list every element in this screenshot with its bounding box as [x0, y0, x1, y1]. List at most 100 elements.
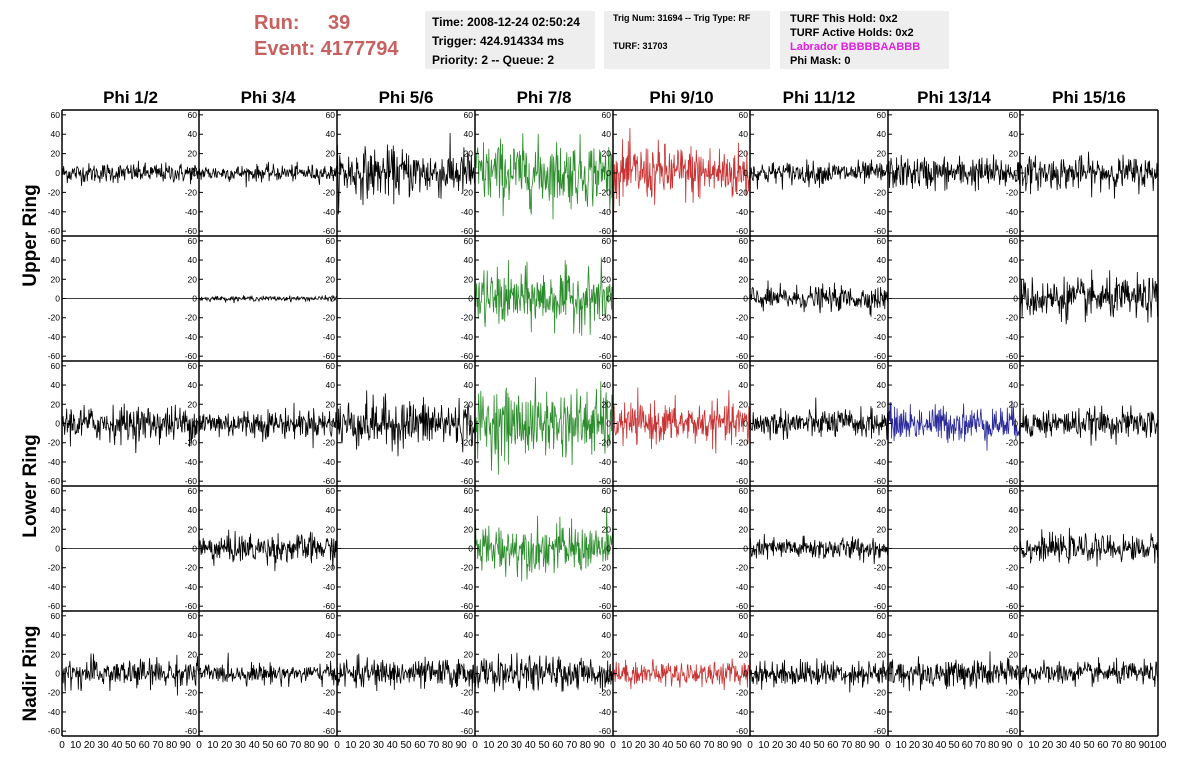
y-tick-label: 40: [464, 129, 474, 139]
y-tick-label: -60: [323, 726, 336, 736]
y-tick-label: 60: [326, 110, 336, 120]
x-tick-label: 80: [580, 740, 592, 751]
waveform-trace: [61, 160, 200, 186]
y-tick-label: 40: [464, 630, 474, 640]
column-header: Phi 7/8: [517, 88, 572, 107]
x-tick-label: 70: [703, 740, 715, 751]
y-tick-label: -60: [185, 726, 198, 736]
y-tick-label: -40: [461, 332, 474, 342]
y-tick-label: -20: [185, 688, 198, 698]
x-tick-label: 80: [988, 740, 1000, 751]
y-tick-label: 60: [464, 110, 474, 120]
y-tick-label: 0: [881, 419, 886, 429]
y-tick-label: 40: [326, 630, 336, 640]
y-tick-label: -40: [185, 582, 198, 592]
y-tick-label: 0: [743, 419, 748, 429]
priority-text: Priority: 2 -- Queue: 2: [432, 53, 555, 67]
y-tick-label: -60: [1006, 601, 1019, 611]
y-tick-label: 60: [1009, 236, 1019, 246]
waveform-trace: [1019, 657, 1159, 688]
y-tick-label: 20: [1009, 399, 1019, 409]
y-tick-label: 20: [1009, 649, 1019, 659]
y-tick-label: 20: [877, 149, 887, 159]
x-tick-label: 80: [855, 740, 867, 751]
x-tick-label: 60: [139, 740, 151, 751]
y-tick-label: 0: [468, 168, 473, 178]
y-tick-label: 0: [55, 294, 60, 304]
x-tick-label: 30: [922, 740, 934, 751]
x-tick-label: 40: [111, 740, 123, 751]
y-tick-label: 20: [51, 149, 61, 159]
y-tick-label: -60: [599, 476, 612, 486]
y-tick-label: 20: [1009, 149, 1019, 159]
x-tick-label: 90: [456, 740, 468, 751]
column-header: Phi 1/2: [103, 88, 158, 107]
y-tick-label: -60: [599, 726, 612, 736]
waveform-trace: [749, 397, 889, 441]
y-tick-label: -20: [48, 563, 61, 573]
y-tick-label: -60: [185, 226, 198, 236]
y-tick-label: 40: [188, 630, 198, 640]
y-tick-label: 0: [743, 294, 748, 304]
y-tick-label: 60: [739, 611, 749, 621]
waveform-trace: [474, 377, 614, 475]
x-tick-label: 40: [935, 740, 947, 751]
y-tick-label: -60: [1006, 476, 1019, 486]
y-tick-label: 40: [51, 380, 61, 390]
y-tick-label: 60: [602, 611, 612, 621]
y-tick-label: 20: [602, 649, 612, 659]
x-tick-label: 20: [1042, 740, 1054, 751]
y-tick-label: -40: [736, 582, 749, 592]
y-tick-label: 40: [739, 255, 749, 265]
waveform-trace: [749, 533, 889, 565]
x-tick-label: 10: [1028, 740, 1040, 751]
y-tick-label: 20: [464, 274, 474, 284]
x-tick-label: 70: [1111, 740, 1123, 751]
y-tick-label: -40: [599, 207, 612, 217]
x-tick-label: 90: [731, 740, 743, 751]
y-tick-label: -60: [185, 476, 198, 486]
y-tick-label: 60: [188, 110, 198, 120]
waveform-trace: [474, 133, 614, 220]
y-tick-label: -60: [323, 351, 336, 361]
y-tick-label: -60: [323, 226, 336, 236]
x-tick-label: 70: [975, 740, 987, 751]
y-tick-label: -20: [736, 688, 749, 698]
x-tick-label: 50: [538, 740, 550, 751]
y-tick-label: 60: [326, 236, 336, 246]
x-tick-label: 50: [1083, 740, 1095, 751]
y-tick-label: -20: [1006, 187, 1019, 197]
waveform-trace: [1019, 405, 1159, 446]
y-tick-label: -20: [1006, 438, 1019, 448]
waveform-trace: [474, 508, 614, 582]
y-tick-label: 0: [881, 544, 886, 554]
waveform-trace: [198, 294, 338, 304]
y-tick-label: 60: [51, 361, 61, 371]
y-tick-label: -20: [461, 313, 474, 323]
x-tick-label: 0: [747, 740, 753, 751]
x-tick-label: 80: [1125, 740, 1137, 751]
y-tick-label: -60: [599, 226, 612, 236]
waveform-trace: [198, 652, 338, 688]
x-tick-label: 80: [442, 740, 454, 751]
y-tick-label: 60: [739, 361, 749, 371]
y-tick-label: 60: [51, 486, 61, 496]
x-tick-label: 0: [1017, 740, 1023, 751]
y-tick-label: -40: [461, 207, 474, 217]
column-header: Phi 9/10: [649, 88, 713, 107]
y-tick-label: -20: [599, 563, 612, 573]
y-tick-label: 60: [739, 236, 749, 246]
y-tick-label: 0: [468, 669, 473, 679]
waveform-trace: [887, 651, 1021, 692]
y-tick-label: 20: [188, 524, 198, 534]
y-tick-label: -20: [1006, 688, 1019, 698]
row-label: Nadir Ring: [20, 625, 41, 721]
y-tick-label: -40: [1006, 582, 1019, 592]
y-tick-label: 0: [1013, 544, 1018, 554]
waveform-trace: [198, 161, 338, 188]
x-tick-label: 50: [400, 740, 412, 751]
y-tick-label: -20: [1006, 313, 1019, 323]
column-header: Phi 5/6: [379, 88, 434, 107]
y-tick-label: -60: [185, 601, 198, 611]
x-tick-label: 20: [221, 740, 233, 751]
